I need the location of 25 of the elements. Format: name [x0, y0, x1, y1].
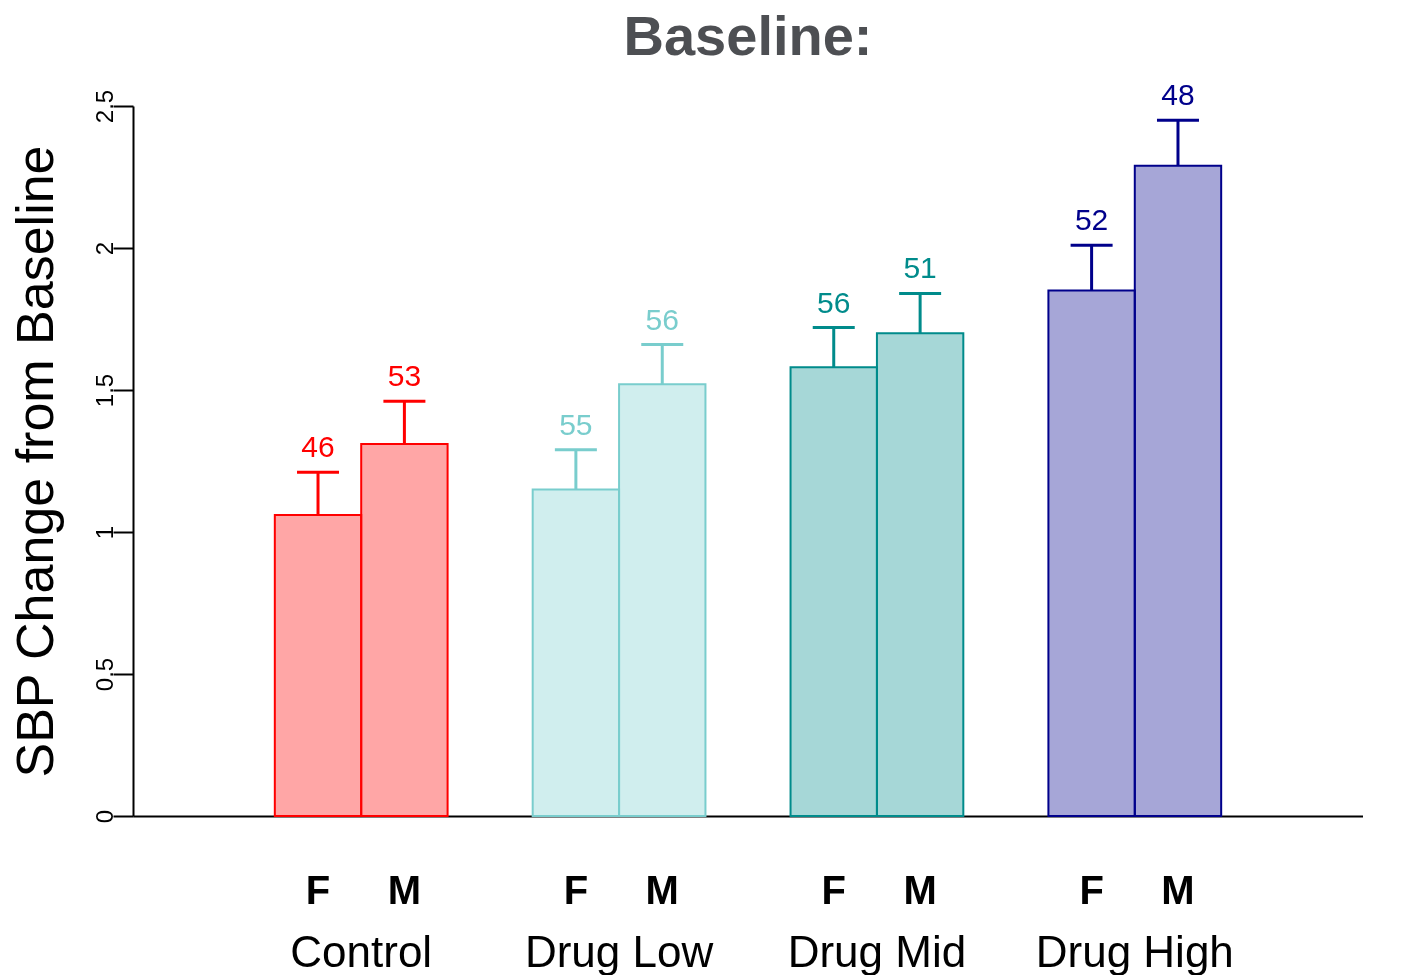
text: F [1079, 868, 1104, 912]
y-tick-label: 0 [90, 809, 118, 824]
y-tick-label: 0.5 [90, 657, 118, 692]
annotation: 56 [645, 302, 679, 336]
text: F [821, 868, 846, 912]
annotation: 46 [301, 430, 335, 464]
text: F [563, 868, 589, 912]
text: M [1161, 868, 1195, 912]
y-tick-label: 2.5 [90, 89, 118, 124]
annotation: 56 [817, 285, 851, 319]
annotation: 55 [559, 407, 593, 441]
y-tick-label: 1 [90, 525, 118, 540]
text: M [645, 868, 679, 912]
y-axis-title: SBP Change from Baseline [5, 145, 64, 778]
series-label: M [387, 868, 422, 912]
x-tick-label: Control [290, 926, 433, 976]
text: M [903, 868, 937, 912]
annotation: 48 [1161, 78, 1195, 112]
y-tick-label: 2 [90, 241, 118, 256]
chart-title: Baseline: [623, 4, 873, 68]
annotation: 52 [1074, 203, 1109, 237]
annotation: 51 [903, 251, 937, 285]
series-label: F [305, 868, 331, 912]
annotation: 53 [387, 359, 422, 393]
y-tick-label: 1.5 [90, 373, 118, 408]
